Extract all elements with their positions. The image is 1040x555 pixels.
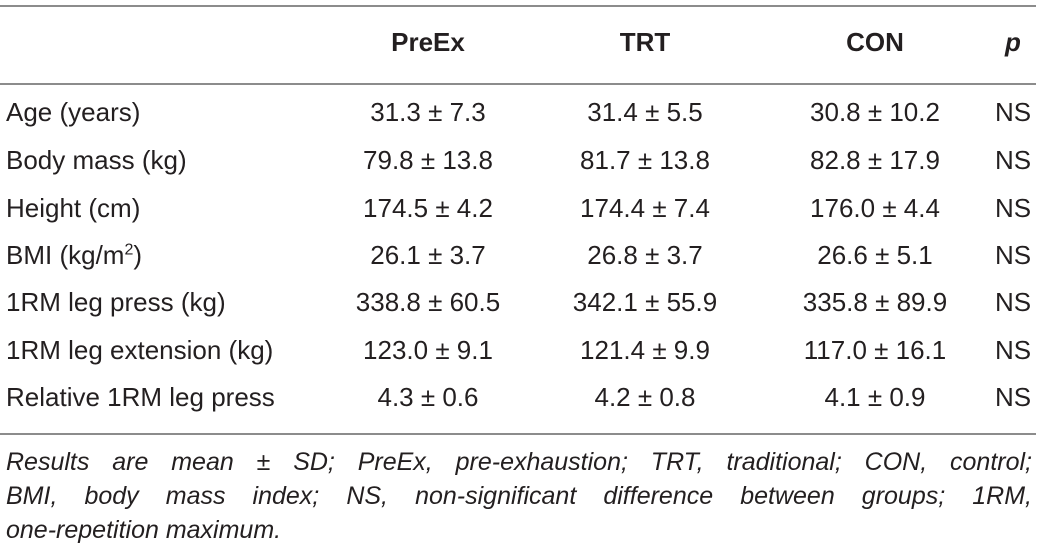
cell-con-age: 30.8 ± 10.2 xyxy=(810,97,940,127)
cell-trt-age: 31.4 ± 5.5 xyxy=(587,97,703,127)
cell-p-bmi: NS xyxy=(994,240,1032,270)
cell-p-body-mass: NS xyxy=(994,145,1032,175)
cell-con-leg-extension: 117.0 ± 16.1 xyxy=(803,335,947,365)
cell-preex-relative-leg-press: 4.3 ± 0.6 xyxy=(377,382,479,412)
cell-p-leg-extension: NS xyxy=(994,335,1032,365)
cell-con-height: 176.0 ± 4.4 xyxy=(810,193,940,223)
cell-con-bmi: 26.6 ± 5.1 xyxy=(817,240,933,270)
table-footnote: Results are mean ± SD; PreEx, pre-exhaus… xyxy=(6,445,1032,547)
cell-con-leg-press: 335.8 ± 89.9 xyxy=(802,287,948,317)
footnote-line-2: BMI, body mass index; NS, non-significan… xyxy=(6,482,1032,510)
row-label-body-mass: Body mass (kg) xyxy=(6,145,187,175)
cell-trt-height: 174.4 ± 7.4 xyxy=(580,193,710,223)
cell-preex-leg-extension: 123.0 ± 9.1 xyxy=(363,335,493,365)
row-label-bmi: BMI (kg/m2) xyxy=(6,240,142,270)
cell-trt-leg-press: 342.1 ± 55.9 xyxy=(572,287,718,317)
cell-preex-bmi: 26.1 ± 3.7 xyxy=(370,240,486,270)
cell-trt-relative-leg-press: 4.2 ± 0.8 xyxy=(594,382,696,412)
cell-p-leg-press: NS xyxy=(994,287,1032,317)
cell-preex-body-mass: 79.8 ± 13.8 xyxy=(363,145,493,175)
cell-con-body-mass: 82.8 ± 17.9 xyxy=(810,145,940,175)
top-rule xyxy=(0,5,1036,7)
header-preex: PreEx xyxy=(391,27,465,57)
cell-trt-leg-extension: 121.4 ± 9.9 xyxy=(580,335,710,365)
row-label-leg-extension: 1RM leg extension (kg) xyxy=(6,335,274,365)
cell-con-relative-leg-press: 4.1 ± 0.9 xyxy=(824,382,926,412)
row-label-leg-press: 1RM leg press (kg) xyxy=(6,287,226,317)
header-con: CON xyxy=(846,27,904,57)
cell-p-height: NS xyxy=(994,193,1032,223)
cell-p-age: NS xyxy=(994,97,1032,127)
row-label-relative-leg-press: Relative 1RM leg press xyxy=(6,382,275,412)
header-p: p xyxy=(1005,27,1021,57)
cell-trt-bmi: 26.8 ± 3.7 xyxy=(587,240,703,270)
footnote-line-1: Results are mean ± SD; PreEx, pre-exhaus… xyxy=(6,448,1032,476)
header-trt: TRT xyxy=(619,27,671,57)
footnote-line-3: one-repetition maximum. xyxy=(6,516,282,544)
row-label-age: Age (years) xyxy=(6,97,141,127)
bottom-rule xyxy=(0,433,1036,435)
bmi-label-end: ) xyxy=(133,240,143,270)
header-rule xyxy=(0,83,1036,85)
cell-trt-body-mass: 81.7 ± 13.8 xyxy=(580,145,710,175)
bmi-label-main: BMI (kg/m xyxy=(6,240,125,270)
cell-preex-age: 31.3 ± 7.3 xyxy=(370,97,486,127)
cell-preex-height: 174.5 ± 4.2 xyxy=(363,193,493,223)
cell-p-relative-leg-press: NS xyxy=(994,382,1032,412)
row-label-height: Height (cm) xyxy=(6,193,141,223)
cell-preex-leg-press: 338.8 ± 60.5 xyxy=(355,287,501,317)
bmi-label-sup: 2 xyxy=(124,241,134,259)
